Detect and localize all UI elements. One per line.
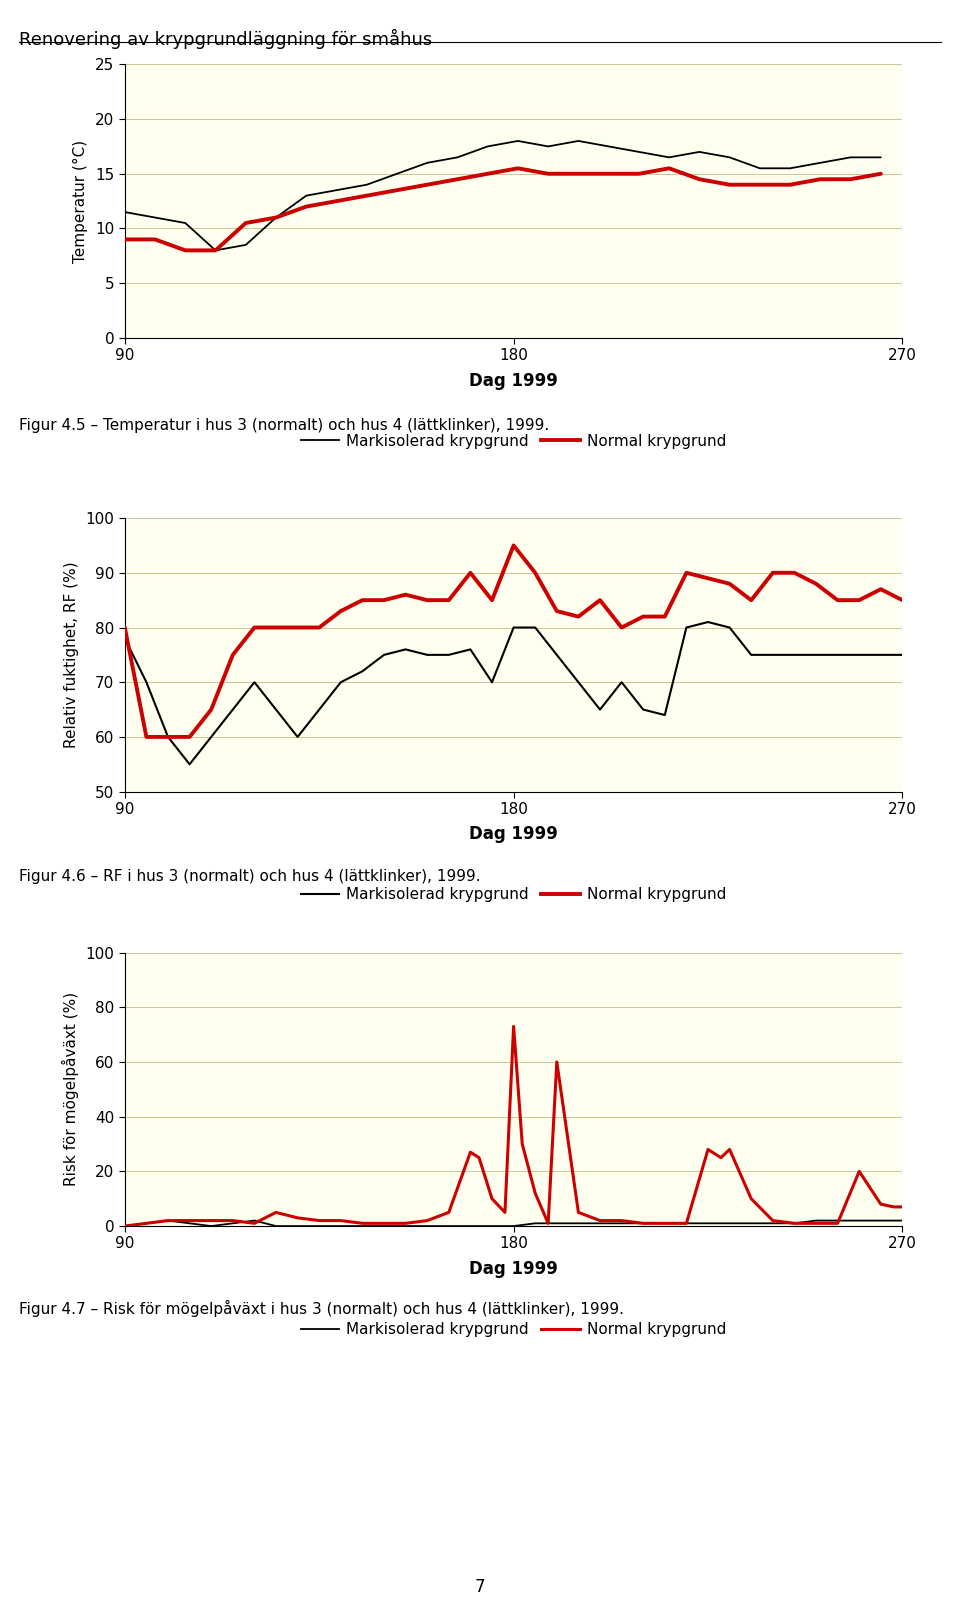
Text: Renovering av krypgrundläggning för småhus: Renovering av krypgrundläggning för småh… — [19, 29, 432, 48]
Y-axis label: Risk för mögelpåväxt (%): Risk för mögelpåväxt (%) — [61, 993, 79, 1186]
Legend: Markisolerad krypgrund, Normal krypgrund: Markisolerad krypgrund, Normal krypgrund — [295, 428, 732, 455]
Y-axis label: Relativ fuktighet, RF (%): Relativ fuktighet, RF (%) — [63, 562, 79, 748]
X-axis label: Dag 1999: Dag 1999 — [469, 372, 558, 389]
X-axis label: Dag 1999: Dag 1999 — [469, 825, 558, 843]
Text: 7: 7 — [475, 1578, 485, 1596]
Y-axis label: Temperatur (°C): Temperatur (°C) — [73, 140, 88, 262]
Legend: Markisolerad krypgrund, Normal krypgrund: Markisolerad krypgrund, Normal krypgrund — [295, 882, 732, 909]
Text: Figur 4.7 – Risk för mögelpåväxt i hus 3 (normalt) och hus 4 (lättklinker), 1999: Figur 4.7 – Risk för mögelpåväxt i hus 3… — [19, 1300, 624, 1318]
Text: Figur 4.6 – RF i hus 3 (normalt) och hus 4 (lättklinker), 1999.: Figur 4.6 – RF i hus 3 (normalt) och hus… — [19, 869, 481, 883]
Text: Figur 4.5 – Temperatur i hus 3 (normalt) och hus 4 (lättklinker), 1999.: Figur 4.5 – Temperatur i hus 3 (normalt)… — [19, 418, 549, 433]
X-axis label: Dag 1999: Dag 1999 — [469, 1260, 558, 1278]
Legend: Markisolerad krypgrund, Normal krypgrund: Markisolerad krypgrund, Normal krypgrund — [295, 1316, 732, 1344]
